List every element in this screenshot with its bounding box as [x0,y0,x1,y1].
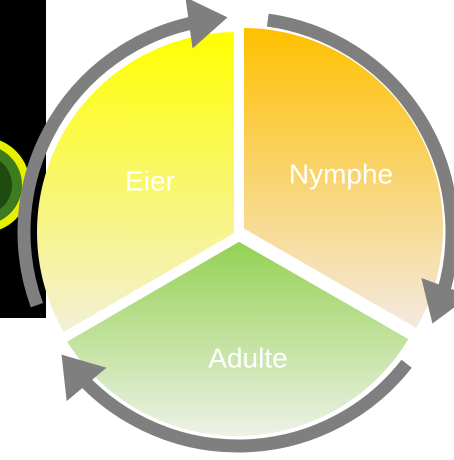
stage-label: Eier [125,165,175,196]
cycle-diagram: Eier Nymphe Adulte [0,0,454,460]
stage-label: Nymphe [289,158,393,189]
stage-label: Adulte [208,342,287,373]
page: {"stages": ["Eier", "Nymphe", "Adulte"]}… [0,0,454,460]
